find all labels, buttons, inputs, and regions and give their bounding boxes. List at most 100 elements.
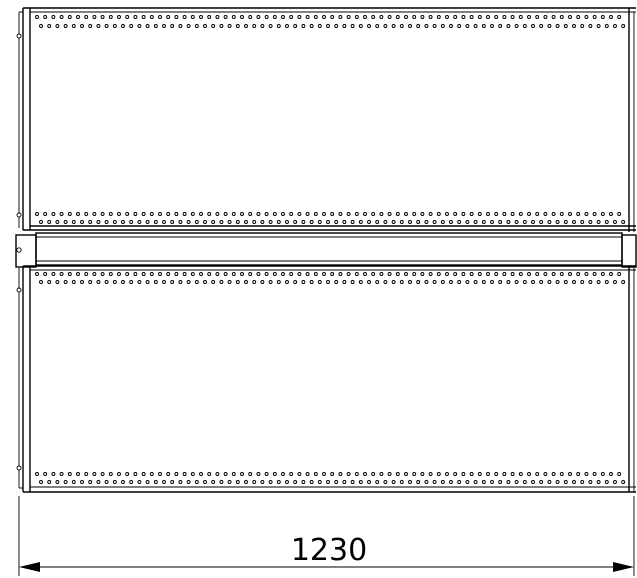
perforation-hole	[76, 15, 80, 19]
perforation-hole	[227, 480, 232, 484]
perforation-hole	[162, 24, 166, 28]
perforation-hole	[510, 212, 515, 216]
perforation-hole	[477, 212, 482, 216]
perforation-hole	[264, 272, 269, 276]
perforation-hole	[67, 272, 72, 276]
perforation-hole	[276, 220, 281, 224]
perforation-hole	[498, 280, 503, 284]
perforation-hole	[301, 24, 306, 28]
perforation-hole	[35, 272, 39, 276]
perforation-hole	[531, 24, 535, 28]
perforation-hole	[317, 480, 322, 484]
perforation-hole	[596, 480, 601, 484]
perforation-hole	[178, 480, 183, 484]
perforation-hole	[137, 24, 142, 28]
perforation-hole	[55, 280, 60, 284]
perforation-hole	[363, 472, 367, 476]
perforation-hole	[399, 280, 404, 284]
perforation-hole	[363, 272, 367, 276]
perforation-hole	[133, 15, 138, 19]
perforation-hole	[371, 472, 376, 476]
perforation-hole	[223, 15, 228, 19]
perforation-hole	[305, 15, 310, 19]
perforation-hole	[207, 272, 212, 276]
perforation-hole	[194, 24, 199, 28]
perforation-hole	[256, 472, 261, 476]
perforation-hole	[535, 272, 540, 276]
perforation-hole	[399, 480, 404, 484]
perforation-hole	[502, 212, 507, 216]
perforation-hole	[379, 272, 384, 276]
perforation-hole	[256, 15, 261, 19]
perforation-hole	[445, 272, 449, 276]
perforation-hole	[383, 24, 388, 28]
perforation-hole	[281, 272, 285, 276]
perforation-hole	[47, 220, 52, 224]
perforation-hole	[43, 15, 48, 19]
perforation-hole	[158, 272, 162, 276]
perforation-hole	[235, 480, 240, 484]
perforation-hole	[215, 15, 220, 19]
perforation-hole	[531, 480, 535, 484]
perforation-hole	[465, 280, 470, 284]
perforation-hole	[141, 272, 146, 276]
perforation-hole	[240, 272, 244, 276]
perforation-hole	[285, 280, 289, 284]
perforation-hole	[227, 24, 232, 28]
perforation-hole	[215, 272, 220, 276]
perforation-hole	[346, 472, 351, 476]
perforation-hole	[162, 220, 166, 224]
perforation-hole	[354, 15, 359, 19]
perforation-hole	[461, 15, 466, 19]
perforation-hole	[412, 472, 417, 476]
perforation-hole	[354, 272, 359, 276]
perforation-hole	[71, 480, 76, 484]
perforation-hole	[428, 212, 433, 216]
perforation-hole	[481, 24, 486, 28]
perforation-hole	[215, 472, 220, 476]
perforation-hole	[141, 212, 146, 216]
perforation-hole	[383, 280, 388, 284]
perforation-hole	[71, 280, 76, 284]
perforation-hole	[354, 472, 359, 476]
perforation-hole	[170, 280, 175, 284]
perforation-hole	[551, 212, 556, 216]
perforation-hole	[112, 220, 117, 224]
perforation-hole	[363, 212, 367, 216]
perforation-hole	[322, 212, 326, 216]
perforation-hole	[125, 272, 130, 276]
top-panel-hole-row-2	[39, 24, 626, 28]
perforation-hole	[252, 24, 257, 28]
perforation-hole	[375, 24, 380, 28]
perforation-hole	[330, 272, 335, 276]
perforation-hole	[604, 24, 609, 28]
perforation-hole	[268, 24, 273, 28]
perforation-hole	[313, 472, 318, 476]
perforation-hole	[371, 212, 376, 216]
perforation-hole	[158, 472, 162, 476]
top-panel-hole-row-4	[39, 220, 626, 224]
perforation-hole	[80, 280, 84, 284]
perforation-hole	[215, 212, 220, 216]
perforation-hole	[281, 15, 285, 19]
perforation-hole	[309, 24, 314, 28]
perforation-hole	[408, 24, 412, 28]
perforation-hole	[375, 280, 380, 284]
perforation-hole	[436, 472, 441, 476]
perforation-hole	[592, 212, 597, 216]
top-panel-hole-row-1	[35, 15, 622, 19]
perforation-hole	[342, 280, 347, 284]
perforation-hole	[108, 212, 113, 216]
perforation-hole	[145, 220, 150, 224]
perforation-hole	[379, 15, 384, 19]
perforation-hole	[592, 272, 597, 276]
perforation-hole	[84, 212, 89, 216]
perforation-hole	[490, 480, 494, 484]
perforation-hole	[469, 472, 474, 476]
perforation-hole	[276, 480, 281, 484]
perforation-hole	[39, 480, 43, 484]
perforation-hole	[490, 24, 494, 28]
perforation-hole	[486, 212, 490, 216]
perforation-hole	[596, 24, 601, 28]
perforation-hole	[412, 212, 417, 216]
